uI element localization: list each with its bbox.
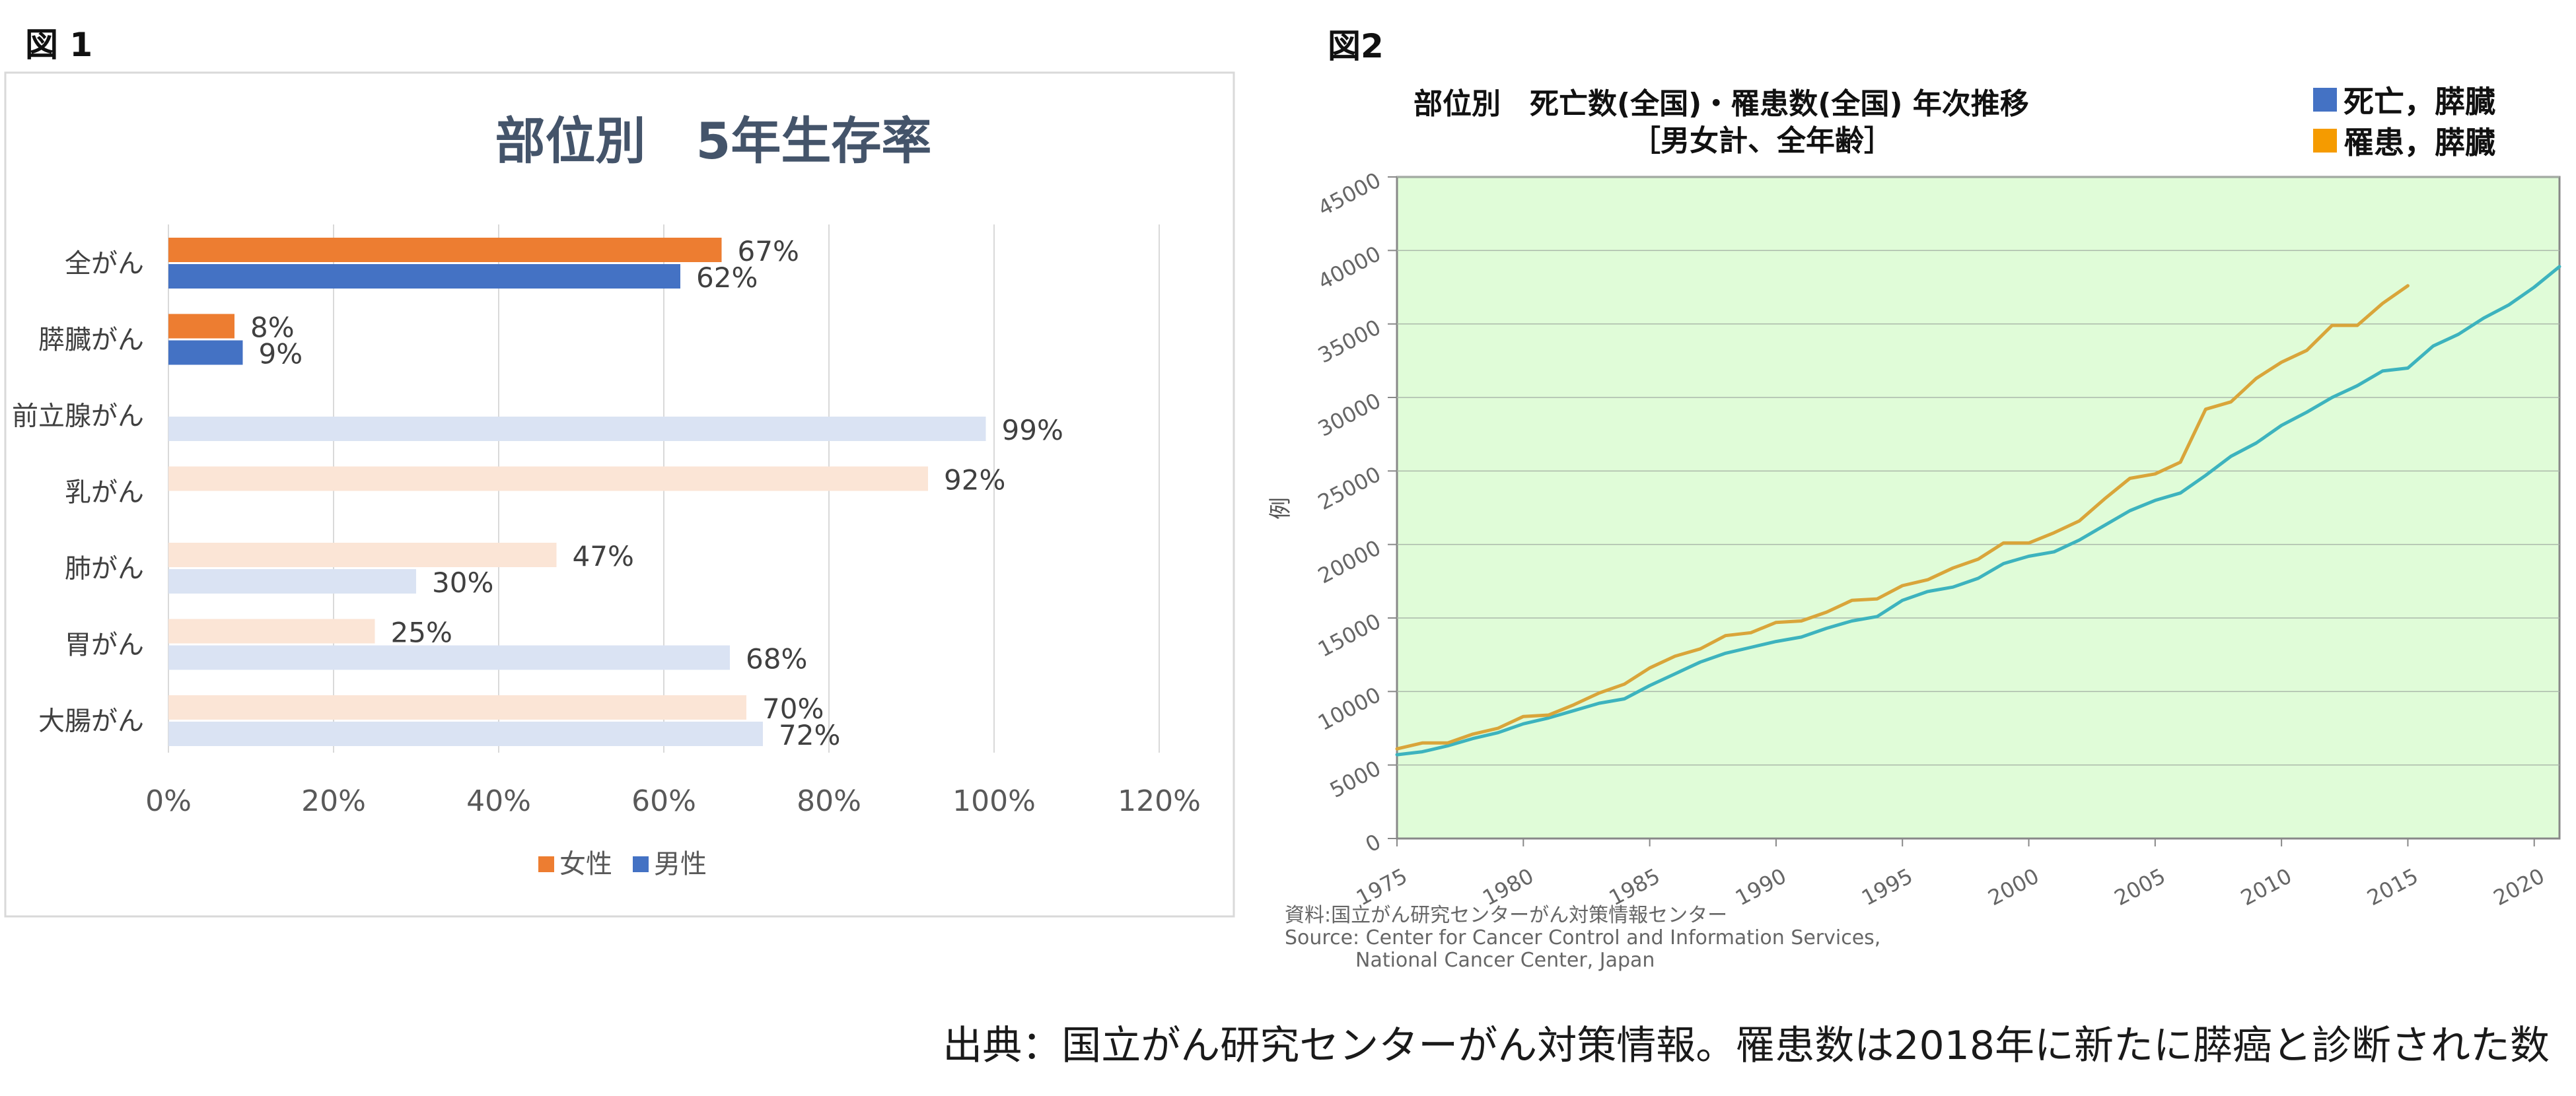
chart1-frame	[4, 71, 1235, 918]
chart1-category-label: 肺がん	[65, 554, 144, 584]
chart2-x-tick: 2005	[2110, 864, 2170, 911]
chart2-plot-area	[1396, 176, 2561, 840]
chart1-bar-male	[168, 264, 680, 289]
chart1-bar-female	[168, 314, 234, 339]
chart2-y-tick: 0	[1361, 829, 1385, 858]
legend-incidence-swatch	[2313, 129, 2337, 153]
chart1-category-label: 全がん	[65, 249, 144, 279]
chart2-y-tick-labels: 0 5000 10000 15000 20000 25000 30000 35000 40000…	[1314, 168, 1385, 858]
chart2-y-tick: 15000	[1314, 609, 1385, 662]
chart2-title-line1: 部位別 死亡数(全国)・罹患数(全国) 年次推移	[1413, 87, 2029, 121]
legend-male-swatch	[633, 856, 649, 872]
footer-source-note: 出典：国立がん研究センターがん対策情報。罹患数は2018年に新たに膵癌と診断され…	[943, 1023, 2550, 1069]
chart2-y-tick: 20000	[1314, 535, 1385, 588]
chart1-data-labels: 67%62% 8%9% 99% 92% 47% 30% 25% 68% 70%72%	[250, 235, 1063, 751]
chart1-legend: 女性 男性	[538, 849, 707, 879]
chart1-data-label: 67%	[738, 235, 799, 267]
chart2-line-death	[1395, 265, 2561, 757]
chart1-data-label: 9%	[259, 338, 303, 370]
trend-line-chart: 部位別 死亡数(全国)・罹患数(全国) 年次推移 ［男女計、全年齢］ 死亡，膵臓…	[1268, 84, 2561, 972]
chart2-source-line3: National Cancer Center, Japan	[1355, 949, 1655, 972]
chart2-gridlines	[1388, 176, 2559, 846]
chart1-data-label: 25%	[391, 617, 452, 649]
chart1-bar-male	[168, 569, 416, 594]
chart2-x-tick: 1995	[1857, 864, 1917, 911]
chart2-y-tick: 25000	[1314, 462, 1385, 515]
chart2-y-tick: 45000	[1314, 168, 1385, 221]
chart2-line-incidence	[1395, 284, 2410, 751]
chart1-x-tick: 20%	[301, 784, 366, 818]
chart2-title-line2: ［男女計、全年齢］	[1631, 124, 1893, 158]
chart1-bar-female	[168, 543, 557, 567]
chart2-x-tick: 1990	[1731, 864, 1791, 911]
chart2-series-lines	[1395, 265, 2561, 757]
legend-death-label: 死亡，膵臓	[2343, 84, 2495, 120]
chart1-data-label: 8%	[250, 312, 295, 344]
chart2-y-tick: 35000	[1314, 314, 1385, 368]
chart1-bar-female	[168, 466, 928, 491]
chart1-data-label: 47%	[573, 540, 634, 572]
chart1-bar-male	[168, 340, 243, 365]
chart1-x-tick: 0%	[145, 784, 192, 818]
legend-female-label: 女性	[559, 849, 612, 879]
chart1-bar-male	[168, 722, 763, 746]
chart1-x-tick: 80%	[797, 784, 861, 818]
chart1-data-label: 92%	[944, 464, 1005, 497]
chart1-category-label: 乳がん	[65, 477, 144, 508]
survival-bar-chart: 部位別 5年生存率 67%62% 8%9% 99% 92% 47% 30% 25% 68% 70…	[4, 71, 1235, 918]
chart1-x-tick: 40%	[466, 784, 531, 818]
chart1-bars	[168, 238, 986, 746]
chart1-category-label: 大腸がん	[38, 706, 144, 737]
chart1-data-label: 62%	[696, 261, 758, 294]
chart1-bar-female	[168, 695, 746, 720]
chart2-y-tick: 30000	[1314, 388, 1385, 442]
chart1-data-label: 70%	[762, 693, 824, 725]
figure2-label: 図2	[1328, 27, 1384, 65]
chart1-bar-female	[168, 619, 375, 644]
chart1-bar-male	[168, 417, 986, 441]
chart1-x-tick: 60%	[631, 784, 696, 818]
legend-male-label: 男性	[654, 849, 707, 879]
legend-incidence-label: 罹患，膵臓	[2343, 125, 2495, 160]
chart1-x-tick: 120%	[1118, 784, 1201, 818]
chart1-data-label: 30%	[432, 566, 493, 599]
chart1-data-label: 68%	[746, 643, 807, 675]
chart1-bar-male	[168, 645, 730, 670]
chart1-category-label: 胃がん	[65, 630, 144, 660]
chart2-source-line2: Source: Center for Cancer Control and In…	[1285, 926, 1880, 949]
chart2-source-line1: 資料:国立がん研究センターがん対策情報センター	[1285, 904, 1727, 927]
chart1-bar-female	[168, 238, 722, 262]
chart1-category-label: 前立腺がん	[12, 401, 144, 432]
figure1-label: 図 1	[25, 26, 93, 64]
chart1-title: 部位別 5年生存率	[495, 112, 932, 170]
chart1-data-label: 99%	[1002, 414, 1063, 446]
chart2-x-tick: 2000	[1984, 864, 2044, 911]
chart1-category-label: 膵臓がん	[38, 325, 144, 355]
chart1-data-label: 72%	[779, 719, 840, 751]
chart2-x-tick: 2010	[2236, 864, 2296, 911]
chart1-x-tick: 100%	[952, 784, 1036, 818]
chart2-x-tick: 2015	[2363, 864, 2422, 911]
chart2-y-tick: 5000	[1326, 755, 1385, 803]
legend-female-swatch	[538, 856, 554, 872]
chart2-y-tick: 40000	[1314, 241, 1385, 294]
chart2-x-tick: 2020	[2489, 864, 2549, 911]
legend-death-swatch	[2313, 88, 2337, 112]
chart2-y-tick: 10000	[1314, 682, 1385, 736]
chart1-x-tick-labels: 0% 20% 40% 60% 80% 100% 120%	[145, 784, 1201, 818]
chart2-y-axis-label: 例	[1268, 497, 1294, 520]
